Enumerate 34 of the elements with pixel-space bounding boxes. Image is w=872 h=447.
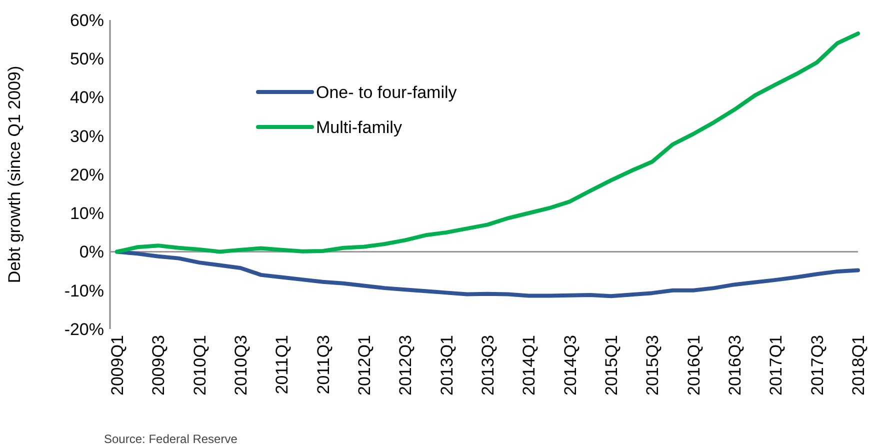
x-tick-label: 2017Q3: [808, 335, 827, 396]
source-note: Source: Federal Reserve: [104, 432, 238, 446]
line-series: [115, 250, 860, 298]
x-tick-label: 2011Q3: [314, 335, 333, 394]
legend-label: Multi-family: [316, 118, 402, 137]
x-tick-label: 2009Q3: [149, 335, 168, 396]
y-tick-label: 20%: [70, 165, 104, 184]
y-tick-label: 40%: [70, 88, 104, 108]
x-tick-label: 2009Q1: [108, 335, 127, 396]
x-tick-label: 2015Q3: [643, 335, 662, 396]
x-tick-label: 2015Q1: [602, 335, 621, 396]
y-tick-label: 60%: [70, 10, 104, 30]
y-tick-label: 10%: [70, 204, 104, 224]
x-tick-label: 2016Q1: [684, 335, 704, 396]
x-tick-label: 2012Q3: [396, 335, 416, 396]
x-tick-label: 2018Q1: [848, 335, 868, 396]
y-tick-label: 30%: [70, 126, 104, 146]
y-tick-label: 50%: [70, 50, 104, 69]
x-tick-label: 2010Q3: [231, 335, 250, 396]
x-tick-label: 2014Q1: [520, 335, 539, 396]
y-tick-label: 0%: [79, 242, 104, 262]
x-tick-label: 2011Q1: [272, 335, 292, 394]
x-tick-label: 2012Q1: [354, 335, 374, 396]
x-tick-label: 2010Q1: [190, 335, 210, 396]
legend-label: One- to four-family: [316, 82, 458, 102]
line-series: [115, 32, 860, 254]
y-tick-label: -10%: [64, 281, 104, 300]
x-tick-label: 2014Q3: [560, 335, 580, 396]
x-tick-label: 2013Q3: [478, 335, 498, 396]
y-axis-title: Debt growth (since Q1 2009): [5, 66, 24, 284]
y-tick-label: -20%: [64, 320, 104, 339]
x-tick-label: 2017Q1: [766, 335, 786, 396]
x-tick-label: 2016Q3: [725, 335, 744, 396]
x-tick-label: 2013Q1: [437, 335, 456, 396]
